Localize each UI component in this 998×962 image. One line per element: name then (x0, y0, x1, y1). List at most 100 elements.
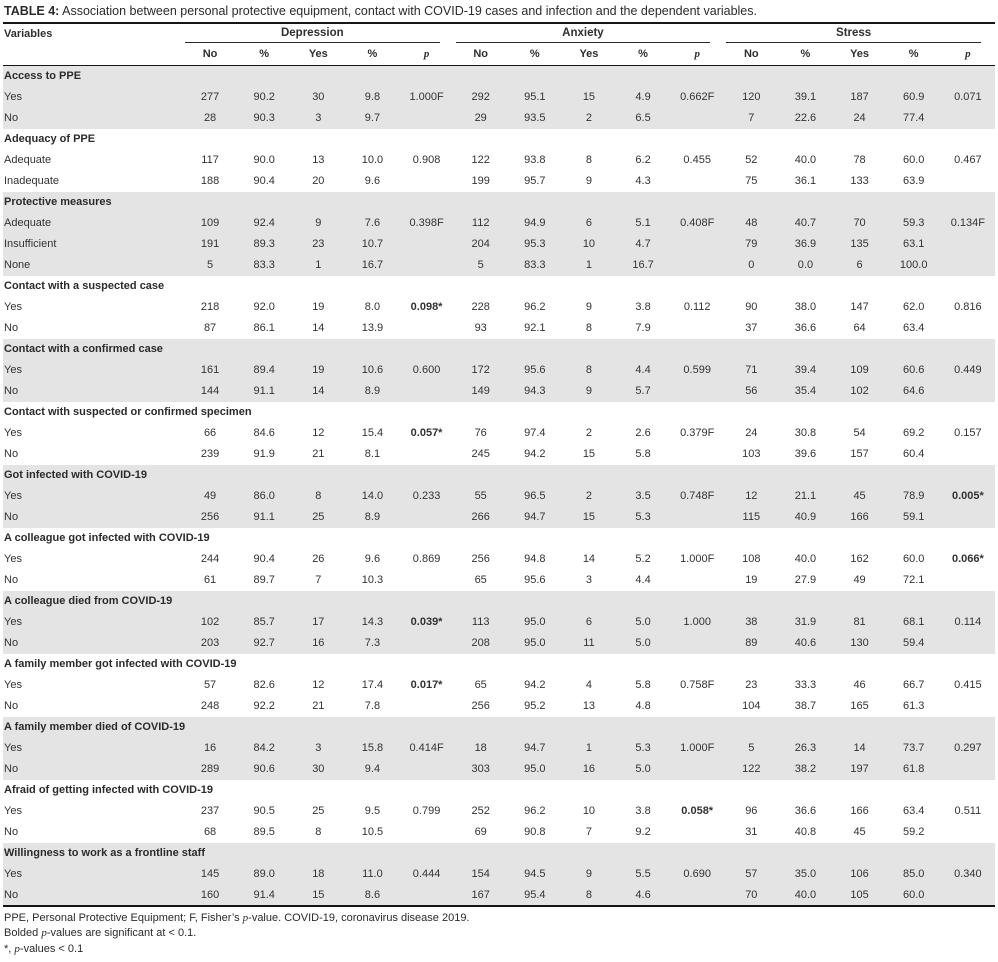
data-cell (670, 759, 724, 780)
data-cell (941, 822, 995, 843)
data-cell: 63.1 (902, 238, 925, 250)
data-cell (670, 234, 724, 255)
data-cell: 256 (200, 511, 220, 523)
data-cell (670, 255, 724, 276)
data-cell: 48 (745, 217, 758, 229)
data-cell: 16 (312, 637, 325, 649)
data-cell: 11.0 (362, 868, 383, 880)
data-row: No 160 91.4 15 8.6 167 95.4 8 4.6 70 40.0 105 60.0 (3, 884, 995, 906)
data-row: No 289 90.6 30 9.4 303 95.0 16 5.0 122 38.2 197 61.8 (3, 758, 995, 780)
data-cell (400, 108, 454, 129)
association-table: Variables Depression Anxiety Stress No% Yes% p… (3, 24, 995, 907)
data-cell: 95.0 (524, 616, 546, 628)
data-cell: 90.2 (253, 91, 275, 103)
data-cell: 14 (312, 385, 325, 397)
sub-header-anxiety-no: No (453, 43, 508, 66)
sub-header-depression-p: p (399, 43, 454, 66)
data-cell (400, 885, 454, 906)
data-cell: 95.0 (524, 763, 546, 775)
data-cell: 245 (471, 448, 490, 460)
section-label: A family member got infected with COVID-… (4, 658, 237, 670)
data-cell: 14.3 (361, 616, 384, 628)
data-cell: 13 (582, 700, 596, 712)
data-cell: 0.455 (683, 154, 711, 166)
data-cell (941, 255, 995, 276)
data-cell: 83.3 (253, 259, 275, 271)
data-cell (941, 108, 995, 129)
data-cell: 100.0 (899, 259, 928, 271)
data-row: Inadequate 188 90.4 20 9.6 199 95.7 9 4.3 75 36.1 1… (3, 171, 995, 192)
data-cell: 95.0 (524, 637, 546, 649)
data-cell: 166 (850, 805, 869, 817)
data-cell: 46 (853, 679, 866, 691)
data-cell: 70 (745, 888, 758, 901)
data-cell: 92.7 (253, 637, 275, 649)
data-cell: 66.7 (902, 679, 925, 691)
section-row: Contact with a suspected case (3, 276, 995, 297)
data-cell: 10.0 (361, 154, 384, 166)
data-cell: 4.3 (635, 175, 651, 187)
data-cell: 71 (745, 364, 758, 376)
data-cell: 0.449 (954, 364, 982, 376)
data-cell (941, 381, 995, 402)
section-label: Afraid of getting infected with COVID-19 (4, 784, 214, 796)
data-cell: 82.6 (253, 679, 275, 691)
section-label: Got infected with COVID-19 (4, 469, 148, 481)
data-cell: 92.4 (253, 217, 275, 229)
data-row: No 61 89.7 7 10.3 65 95.6 3 4.4 19 27.9 49 72.1 (3, 570, 995, 591)
data-cell: 38.2 (794, 763, 817, 775)
data-cell: 5 (748, 742, 755, 754)
data-cell (941, 444, 995, 465)
data-cell (400, 822, 454, 843)
row-label: Yes (4, 364, 22, 376)
data-cell: 89.7 (253, 574, 275, 586)
data-cell: 57 (745, 868, 758, 880)
row-label: No (4, 322, 19, 334)
data-cell: 166 (850, 511, 869, 523)
data-cell: 0.398F (409, 217, 444, 229)
data-cell: 75 (745, 175, 758, 187)
data-cell: 83.3 (524, 259, 546, 271)
data-cell (400, 171, 454, 192)
data-cell (670, 444, 724, 465)
row-label: Adequate (4, 154, 52, 166)
data-cell (670, 507, 724, 528)
data-cell: 59.1 (902, 511, 925, 523)
group-header-depression: Depression (183, 24, 454, 43)
sub-header-anxiety-pct: % (507, 43, 562, 66)
data-cell: 3.8 (635, 301, 651, 313)
data-cell: 0.066* (951, 553, 984, 565)
data-cell: 7.8 (364, 700, 381, 712)
group-header-stress: Stress (724, 24, 995, 43)
data-row: Adequate 109 92.4 9 7.6 0.398F 112 94.9 6 5.1 0.40… (3, 212, 995, 234)
data-cell: 157 (850, 448, 869, 460)
data-cell: 113 (471, 616, 490, 628)
data-cell: 2.6 (635, 427, 651, 439)
row-label: No (4, 700, 19, 712)
data-cell: 5 (207, 259, 214, 271)
data-cell: 0.114 (954, 616, 982, 628)
data-cell: 9.7 (364, 112, 381, 124)
footnote-segment: -value. COVID-19, coronavirus disease 20… (248, 911, 470, 924)
data-cell: 266 (471, 511, 490, 523)
data-cell: 26 (312, 553, 325, 565)
row-label: None (4, 259, 31, 271)
data-cell: 0.869 (412, 553, 441, 565)
data-row: Yes 57 82.6 12 17.4 0.017* 65 94.2 4 5.8 0.758F 23 3… (3, 675, 995, 696)
data-cell: 64.6 (902, 385, 925, 397)
data-cell: 9 (585, 868, 592, 880)
data-cell: 15 (312, 888, 325, 901)
data-cell: 94.7 (524, 742, 546, 754)
data-cell: 1 (315, 259, 322, 271)
data-cell: 93.5 (524, 112, 546, 124)
row-label: No (4, 826, 19, 838)
sub-header-depression-pct: % (237, 43, 292, 66)
sub-header-stress-pct: % (778, 43, 833, 66)
data-cell: 54 (853, 427, 866, 439)
data-cell: 0 (748, 259, 755, 271)
data-cell: 109 (200, 217, 220, 229)
data-cell: 8.9 (364, 511, 381, 523)
data-cell: 64 (853, 322, 866, 334)
data-cell: 9.6 (364, 553, 381, 565)
